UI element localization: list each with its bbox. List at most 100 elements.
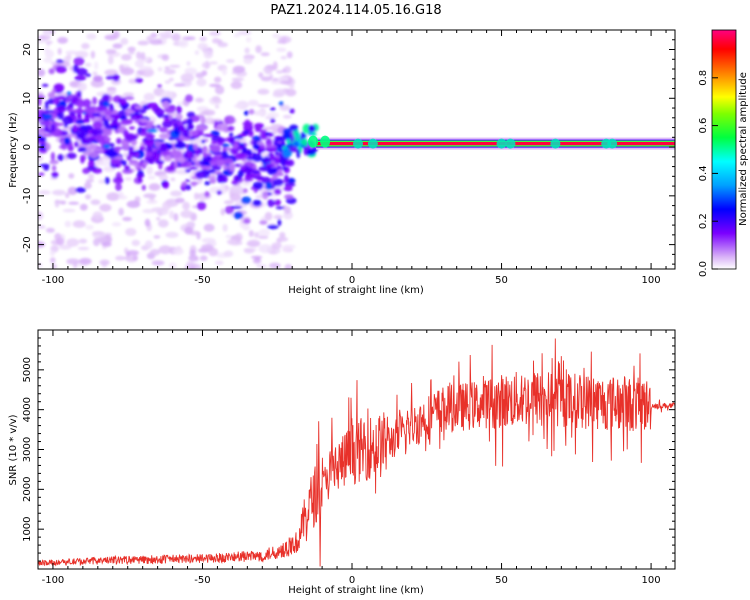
band-blob [257, 149, 263, 155]
band-blob [166, 165, 176, 172]
noise-blob [84, 181, 92, 190]
y-tick-label: 5000 [22, 357, 33, 382]
noise-blob [215, 104, 220, 109]
snr-y-label: SNR (10 * v/v) [8, 414, 19, 485]
noise-blob [257, 88, 270, 95]
band-blob [128, 162, 140, 166]
band-blob [95, 134, 105, 143]
noise-blob [272, 33, 281, 39]
noise-blob [77, 246, 90, 251]
band-blob [76, 99, 86, 108]
band-blob [91, 167, 103, 174]
noise-blob [282, 114, 292, 119]
band-blob [51, 171, 59, 179]
transition-blob [289, 124, 299, 131]
noise-blob [115, 255, 126, 261]
y-tick-label: -10 [22, 188, 33, 204]
band-blob [124, 165, 131, 171]
noise-blob [65, 50, 79, 55]
band-blob [195, 170, 205, 180]
noise-blob [245, 36, 252, 43]
band-blob [92, 96, 97, 105]
noise-blob [44, 49, 55, 59]
band-blob [179, 161, 192, 169]
band-blob [42, 133, 53, 137]
band-blob [122, 142, 130, 151]
noise-blob [148, 183, 161, 191]
band-blob [284, 194, 294, 200]
band-blob [265, 147, 278, 152]
noise-blob [254, 256, 261, 261]
x-tick-label: -50 [194, 275, 210, 286]
noise-blob [43, 48, 51, 52]
figure-title: PAZ1.2024.114.05.16.G18 [270, 3, 441, 18]
band-blob [57, 111, 64, 120]
band-blob [173, 161, 178, 169]
transition-blob [282, 128, 292, 135]
noise-blob [280, 55, 287, 60]
noise-blob [279, 80, 293, 85]
noise-blob [112, 43, 123, 49]
y-tick-label: 10 [22, 92, 33, 105]
transition-blob [283, 133, 292, 140]
band-blob [228, 132, 234, 137]
noise-blob [157, 219, 169, 228]
noise-blob [164, 66, 170, 70]
noise-blob [38, 225, 46, 229]
band-blob [217, 159, 226, 166]
noise-blob [209, 83, 221, 88]
band-blob [159, 133, 170, 140]
band-blob [122, 168, 134, 174]
band-blob [72, 124, 78, 133]
noise-blob [172, 247, 184, 255]
noise-blob [220, 182, 225, 192]
band-blob [200, 116, 206, 125]
noise-blob [52, 189, 66, 196]
y-tick-label: 4000 [22, 397, 33, 422]
snr-ticks: -100 -50 0 50 100 1000 2000 3000 4000 5000 [22, 329, 675, 586]
noise-blob [122, 216, 132, 222]
noise-blob [149, 249, 161, 256]
band-blob [202, 151, 207, 158]
noise-blob [38, 190, 51, 195]
noise-blob [159, 174, 169, 182]
band-blob [278, 101, 284, 107]
y-tick-label: -20 [22, 236, 33, 252]
y-tick-label: 2000 [22, 477, 33, 502]
noise-blob [92, 71, 98, 76]
noise-blob [146, 199, 158, 204]
band-blob [146, 102, 159, 108]
band-blob [229, 147, 239, 155]
band-blob [82, 167, 91, 174]
colorbar-frame [711, 29, 737, 270]
noise-blob [257, 104, 271, 108]
band-blob [267, 224, 279, 230]
band-blob [84, 107, 96, 115]
noise-blob [273, 214, 283, 220]
band-blob [204, 181, 211, 186]
band-blob [252, 153, 263, 162]
noise-blob [212, 96, 221, 103]
noise-blob [180, 210, 194, 219]
noise-blob [169, 77, 174, 82]
x-tick-label: 0 [349, 575, 355, 586]
noise-blob [119, 64, 124, 72]
y-tick-label: 20 [22, 43, 33, 56]
noise-blob [263, 126, 272, 131]
noise-blob [143, 193, 157, 199]
noise-blob [199, 255, 208, 261]
noise-blob [281, 244, 292, 253]
noise-blob [203, 49, 214, 59]
noise-blob [195, 72, 205, 79]
band-blob [257, 141, 265, 145]
noise-blob [99, 203, 112, 212]
band-blob [65, 98, 70, 103]
band-blob [284, 174, 289, 184]
spectrogram-blobs [38, 30, 319, 269]
band-blob [67, 145, 74, 152]
colorbar-tick-label: 0.0 [698, 261, 709, 277]
band-blob [270, 118, 276, 124]
noise-blob [85, 194, 91, 200]
noise-blob [170, 190, 183, 197]
